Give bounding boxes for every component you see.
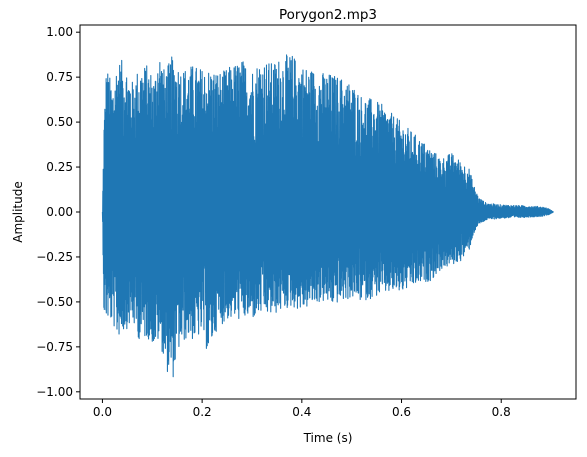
y-tick-label-5: −0.25: [36, 250, 73, 264]
x-tick-label-4: 0.8: [492, 405, 511, 419]
y-tick-label-4: 0.00: [46, 205, 73, 219]
x-tick-label-3: 0.6: [392, 405, 411, 419]
y-tick-label-6: −0.50: [36, 295, 73, 309]
x-tick-label-1: 0.2: [193, 405, 212, 419]
y-tick-label-8: −1.00: [36, 385, 73, 399]
chart-title: Porygon2.mp3: [279, 7, 377, 23]
y-tick-label-2: 0.50: [46, 115, 73, 129]
y-axis-ticks: 1.00 0.75 0.50 0.25 0.00 −0.25 −0.50 −0.75 −1.00: [36, 25, 80, 399]
y-tick-label-1: 0.75: [46, 70, 73, 84]
x-axis-ticks: 0.0 0.2 0.4 0.6 0.8: [93, 399, 511, 419]
series-line-0: [101, 54, 554, 378]
y-tick-label-7: −0.75: [36, 340, 73, 354]
plot-layer: [101, 54, 554, 378]
x-axis-label: Time (s): [303, 431, 353, 445]
x-tick-label-2: 0.4: [292, 405, 311, 419]
x-tick-label-0: 0.0: [93, 405, 112, 419]
y-tick-label-3: 0.25: [46, 160, 73, 174]
y-tick-label-0: 1.00: [46, 25, 73, 39]
y-axis-label: Amplitude: [11, 181, 25, 243]
